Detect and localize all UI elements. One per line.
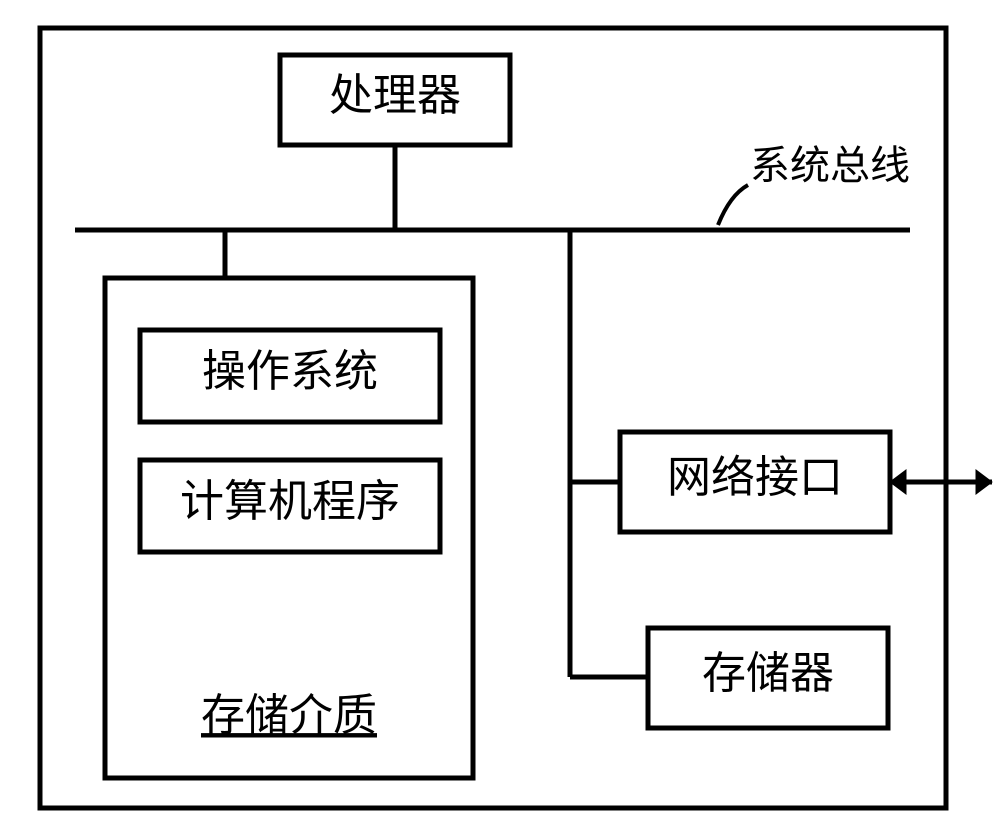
memory-label: 存储器 — [702, 649, 834, 698]
processor-label: 处理器 — [329, 71, 461, 120]
network-interface-label: 网络接口 — [667, 453, 843, 502]
external-arrow-head-right — [976, 470, 992, 494]
system-bus-label: 系统总线 — [750, 143, 910, 188]
system-bus-curve — [718, 185, 748, 225]
storage-medium-label: 存储介质 — [201, 691, 377, 740]
operating-system-label: 操作系统 — [202, 347, 378, 396]
diagram-canvas: 处理器系统总线存储介质 操作系统计算机程序 网络接口存储器 — [0, 0, 1000, 823]
computer-program-label: 计算机程序 — [180, 477, 400, 526]
